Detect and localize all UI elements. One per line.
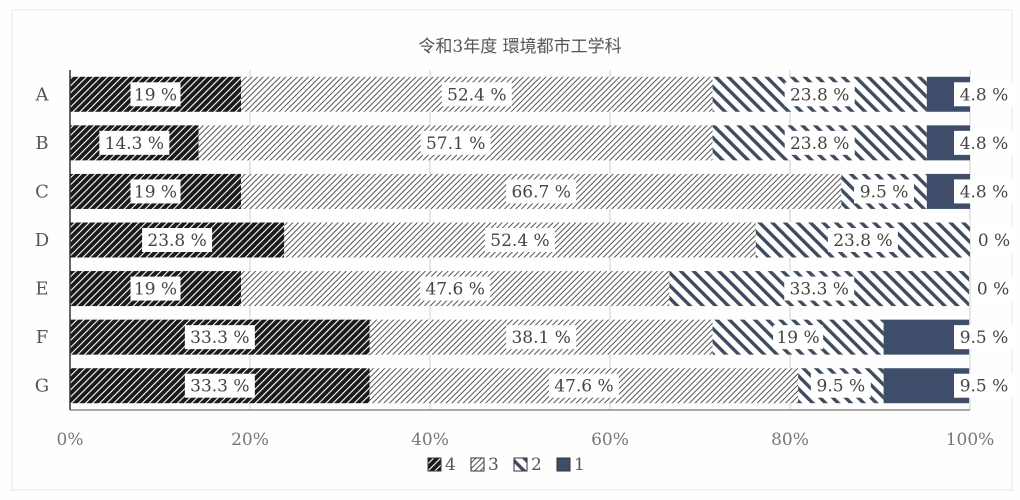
data-label-d-1: 0 % bbox=[978, 231, 1010, 251]
category-label-g: G bbox=[35, 376, 49, 397]
x-tick-label-40-: 40% bbox=[411, 430, 449, 450]
data-label-box-e-1 bbox=[973, 276, 1014, 301]
data-label-box-a-3 bbox=[441, 82, 512, 107]
data-label-c-1: 4.8 % bbox=[960, 182, 1009, 202]
data-label-g-2: 9.5 % bbox=[817, 377, 866, 397]
data-label-box-d-4 bbox=[142, 228, 213, 252]
legend-label-series-3: 3 bbox=[488, 455, 499, 475]
data-label-box-g-3 bbox=[548, 373, 619, 398]
data-label-box-c-2 bbox=[854, 179, 915, 204]
legend-label-series-4: 4 bbox=[445, 455, 456, 475]
data-label-c-3: 66.7 % bbox=[511, 182, 570, 202]
category-label-c: C bbox=[35, 181, 49, 202]
data-label-box-c-1 bbox=[954, 179, 1014, 204]
data-label-a-1: 4.8 % bbox=[960, 85, 1009, 105]
data-label-a-4: 19 % bbox=[134, 85, 177, 105]
data-label-b-3: 57.1 % bbox=[426, 134, 485, 154]
legend-label-series-2: 2 bbox=[531, 455, 542, 475]
data-label-box-f-3 bbox=[506, 325, 577, 350]
data-label-c-2: 9.5 % bbox=[860, 182, 909, 202]
data-label-box-g-2 bbox=[810, 373, 871, 398]
data-label-d-3: 52.4 % bbox=[490, 231, 549, 251]
data-label-box-e-4 bbox=[130, 276, 181, 301]
data-label-box-d-1 bbox=[974, 228, 1014, 252]
data-label-d-4: 23.8 % bbox=[147, 231, 206, 251]
data-label-box-e-2 bbox=[784, 276, 855, 301]
data-label-box-e-3 bbox=[420, 276, 491, 301]
data-label-f-4: 33.3 % bbox=[190, 328, 249, 348]
data-label-box-c-4 bbox=[130, 179, 181, 204]
category-label-a: A bbox=[35, 84, 50, 105]
data-label-e-1: 0 % bbox=[977, 280, 1009, 300]
data-label-a-3: 52.4 % bbox=[447, 85, 506, 105]
data-label-box-g-1 bbox=[954, 373, 1014, 398]
data-label-box-f-2 bbox=[773, 325, 824, 350]
data-label-box-f-1 bbox=[954, 325, 1014, 350]
data-label-a-2: 23.8 % bbox=[790, 85, 849, 105]
data-label-g-4: 33.3 % bbox=[190, 377, 249, 397]
data-label-box-f-4 bbox=[184, 325, 255, 350]
x-tick-label-20-: 20% bbox=[231, 430, 269, 450]
x-tick-label-80-: 80% bbox=[771, 430, 809, 450]
data-label-f-2: 19 % bbox=[776, 328, 819, 348]
data-label-b-2: 23.8 % bbox=[790, 134, 849, 154]
legend: 4 3 2 1 bbox=[427, 455, 585, 475]
data-label-c-4: 19 % bbox=[134, 182, 177, 202]
data-label-box-c-3 bbox=[506, 179, 577, 204]
chart-title: 令和3年度 環境都市工学科 bbox=[418, 37, 621, 57]
data-label-g-3: 47.6 % bbox=[554, 377, 613, 397]
legend-swatch-series-1 bbox=[556, 457, 571, 472]
data-label-b-4: 14.3 % bbox=[105, 134, 164, 154]
data-label-g-1: 9.5 % bbox=[960, 377, 1009, 397]
category-label-f: F bbox=[36, 327, 49, 348]
data-label-b-1: 4.8 % bbox=[960, 134, 1009, 154]
legend-swatch-series-4 bbox=[427, 457, 442, 472]
data-label-box-a-1 bbox=[954, 82, 1014, 107]
data-label-box-b-1 bbox=[954, 130, 1014, 155]
data-label-box-d-3 bbox=[485, 228, 555, 252]
data-label-box-a-4 bbox=[130, 82, 181, 107]
data-label-box-b-4 bbox=[99, 130, 170, 155]
data-label-d-2: 23.8 % bbox=[833, 231, 892, 251]
x-tick-label-0-: 0% bbox=[57, 430, 84, 450]
data-label-box-d-2 bbox=[827, 228, 898, 252]
data-label-e-4: 19 % bbox=[134, 280, 177, 300]
category-label-d: D bbox=[35, 230, 49, 251]
x-tick-label-100-: 100% bbox=[946, 430, 995, 450]
data-label-box-g-4 bbox=[184, 373, 255, 398]
legend-swatch-series-3 bbox=[470, 457, 485, 472]
data-label-f-1: 9.5 % bbox=[960, 328, 1009, 348]
data-label-f-3: 38.1 % bbox=[511, 328, 570, 348]
data-label-box-a-2 bbox=[784, 82, 855, 107]
x-tick-label-60-: 60% bbox=[591, 430, 629, 450]
axes: 0% 20% 40% 60% 80% 100% A B C D E F G bbox=[35, 70, 995, 450]
data-label-e-3: 47.6 % bbox=[425, 280, 484, 300]
data-label-box-b-3 bbox=[420, 130, 491, 155]
category-label-e: E bbox=[35, 279, 48, 300]
legend-label-series-1: 1 bbox=[574, 455, 585, 475]
category-label-b: B bbox=[35, 133, 48, 154]
legend-swatch-series-2 bbox=[513, 457, 528, 472]
bars: 19 % 52.4 % 23.8 % 4.8 % 14.3 % 57.1 % 23.8 % 4… bbox=[70, 76, 1014, 404]
data-label-e-2: 33.3 % bbox=[790, 280, 849, 300]
data-label-box-b-2 bbox=[784, 130, 855, 155]
